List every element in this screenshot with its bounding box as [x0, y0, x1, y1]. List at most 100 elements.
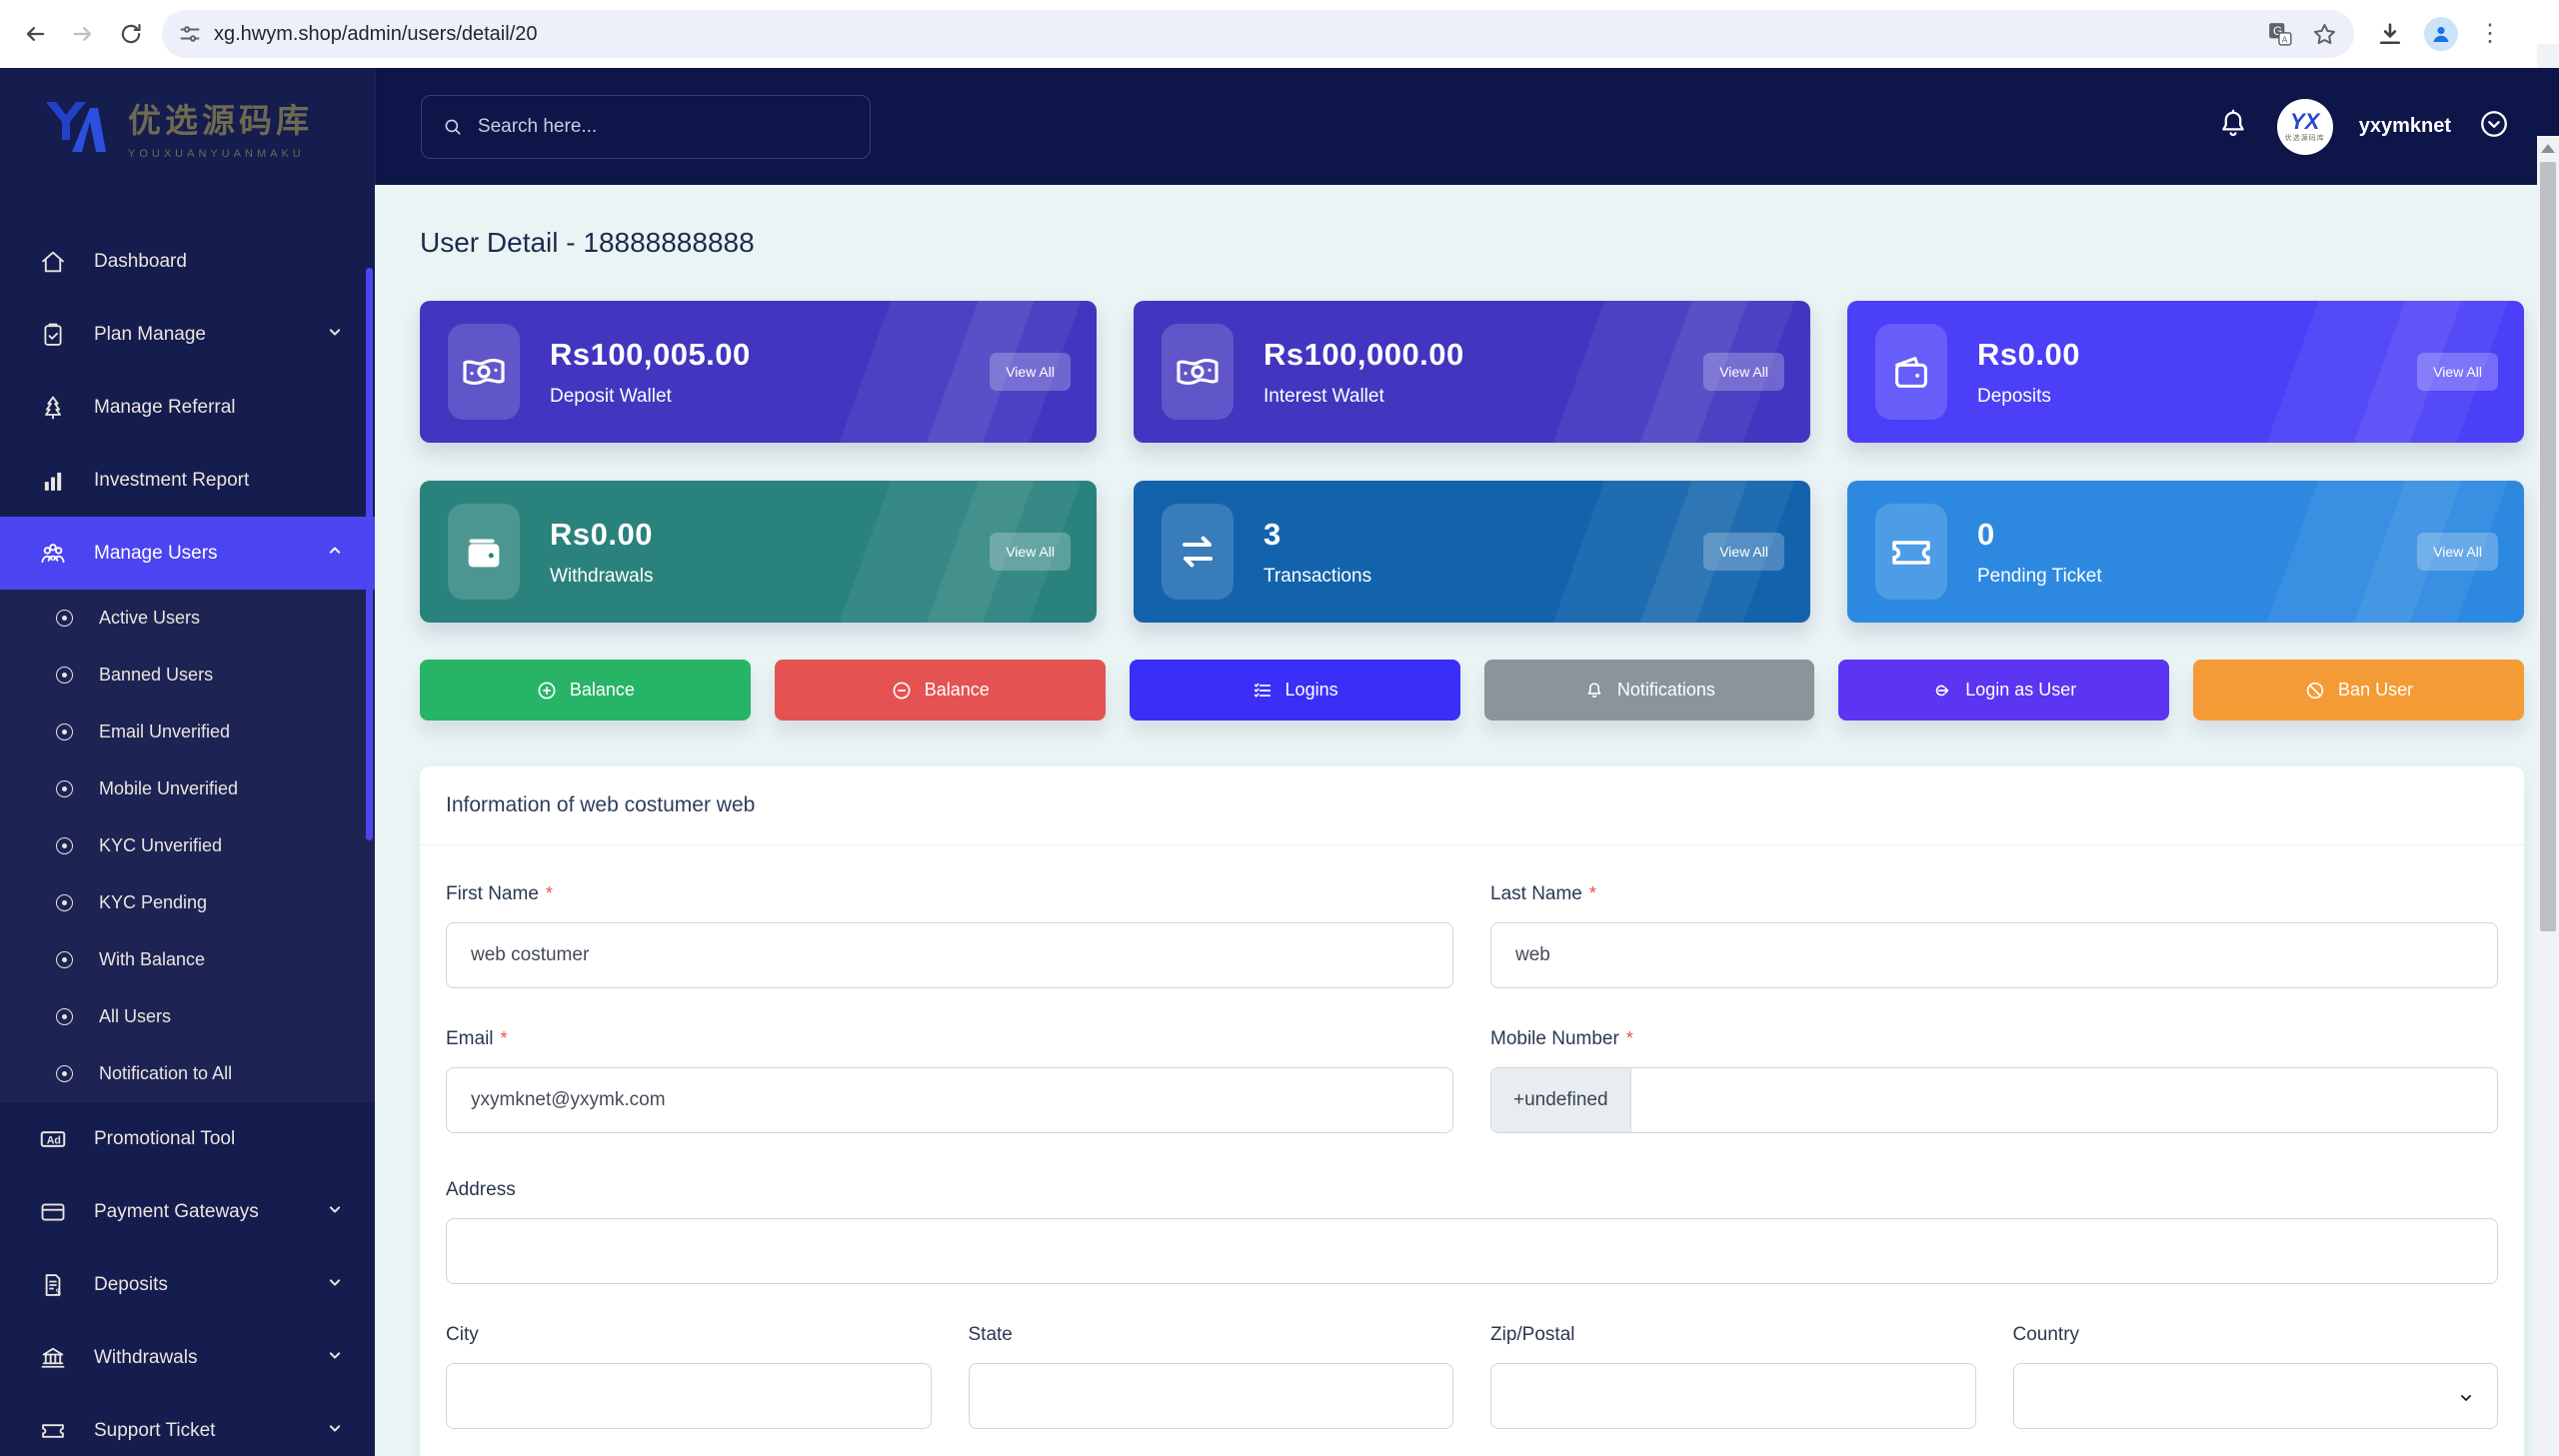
- wallet-filled-icon: [468, 539, 500, 568]
- svg-text:$: $: [56, 1286, 62, 1296]
- translate-icon[interactable]: GA: [2267, 21, 2293, 47]
- country-field-group: Country: [2012, 1324, 2498, 1429]
- sidebar-item-kyc-pending[interactable]: KYC Pending: [0, 874, 375, 931]
- sidebar-item-notification-to-all[interactable]: Notification to All: [0, 1045, 375, 1102]
- scrollbar-corner: [2537, 44, 2559, 68]
- sidebar-item-payment-gateways[interactable]: Payment Gateways: [0, 1175, 375, 1248]
- email-input[interactable]: [446, 1067, 1453, 1133]
- person-icon: [2433, 26, 2449, 42]
- sidebar-item-manage-users[interactable]: Manage Users: [0, 517, 375, 590]
- search-box[interactable]: [421, 94, 871, 159]
- required-asterisk: *: [500, 1028, 508, 1048]
- sidebar-item-label: Manage Users: [94, 542, 218, 564]
- address-label: Address: [446, 1179, 516, 1200]
- view-all-button[interactable]: View All: [1703, 533, 1784, 571]
- sidebar-item-active-users[interactable]: Active Users: [0, 590, 375, 647]
- sidebar-item-all-users[interactable]: All Users: [0, 988, 375, 1045]
- scrollbar-thumb[interactable]: [2540, 162, 2556, 931]
- sidebar-item-label: Promotional Tool: [94, 1127, 236, 1149]
- credit-card-icon: [38, 1197, 68, 1227]
- referral-tree-icon: [38, 393, 68, 423]
- logins-button[interactable]: Logins: [1129, 660, 1460, 721]
- sidebar-scrollbar-thumb[interactable]: [366, 268, 373, 840]
- bookmark-star-icon[interactable]: [2311, 21, 2338, 48]
- manage-users-submenu: Active Users Banned Users Email Unverifi…: [0, 590, 375, 1102]
- scrollbar-up-arrow[interactable]: [2537, 136, 2559, 160]
- card-icon-tile: [1162, 504, 1234, 600]
- ad-icon: Ad: [38, 1124, 68, 1154]
- forward-icon[interactable]: [66, 17, 100, 51]
- card-label: Transactions: [1264, 565, 1372, 587]
- browser-profile-avatar[interactable]: [2424, 17, 2458, 51]
- add-balance-button[interactable]: Balance: [420, 660, 751, 721]
- email-label: Email: [446, 1028, 494, 1049]
- dot-circle-icon: [56, 1065, 73, 1082]
- profile-chevron-icon[interactable]: [2477, 107, 2511, 146]
- sidebar-item-label: Manage Referral: [94, 396, 236, 418]
- transfer-arrows-icon: [1183, 536, 1213, 568]
- mobile-number-input[interactable]: [1630, 1068, 2497, 1132]
- zip-postal-input[interactable]: [1490, 1363, 1976, 1429]
- sidebar-item-banned-users[interactable]: Banned Users: [0, 647, 375, 704]
- stat-card-interest-wallet: Rs100,000.00 Interest Wallet View All: [1134, 301, 1810, 443]
- search-input[interactable]: [477, 115, 850, 138]
- dot-circle-icon: [56, 724, 73, 740]
- subtract-balance-button[interactable]: Balance: [774, 660, 1106, 721]
- state-field-group: State: [968, 1324, 1453, 1429]
- sidebar-item-dashboard[interactable]: Dashboard: [0, 225, 375, 298]
- stat-cards: Rs100,005.00 Deposit Wallet View All Rs1…: [420, 301, 2524, 623]
- sidebar-item-kyc-unverified[interactable]: KYC Unverified: [0, 817, 375, 874]
- address-input[interactable]: [446, 1218, 2498, 1284]
- city-label: City: [446, 1324, 479, 1345]
- back-icon[interactable]: [18, 17, 52, 51]
- city-input[interactable]: [446, 1363, 932, 1429]
- notifications-bell-icon[interactable]: [2215, 106, 2251, 147]
- sidebar-item-support-ticket[interactable]: Support Ticket: [0, 1394, 375, 1456]
- reload-icon[interactable]: [114, 17, 148, 51]
- sidebar-item-label: Email Unverified: [99, 722, 231, 741]
- page-scrollbar[interactable]: [2537, 136, 2559, 1456]
- view-all-button[interactable]: View All: [990, 353, 1071, 391]
- sidebar-item-investment-report[interactable]: Investment Report: [0, 444, 375, 517]
- sidebar-item-manage-referral[interactable]: Manage Referral: [0, 371, 375, 444]
- view-all-button[interactable]: View All: [2417, 533, 2498, 571]
- sidebar-item-email-unverified[interactable]: Email Unverified: [0, 704, 375, 760]
- clipboard-icon: [38, 320, 68, 350]
- panel-title: Information of web costumer web: [420, 766, 2524, 845]
- last-name-label: Last Name: [1490, 883, 1582, 904]
- notifications-button[interactable]: Notifications: [1483, 660, 1815, 721]
- sidebar-item-withdrawals[interactable]: Withdrawals: [0, 1321, 375, 1394]
- button-label: Balance: [924, 680, 990, 700]
- avatar-logo-text: 优选源码库: [2284, 135, 2325, 142]
- login-as-user-button[interactable]: Login as User: [1838, 660, 2170, 721]
- login-icon: [1935, 685, 1949, 696]
- card-label: Deposits: [1977, 385, 2051, 407]
- sidebar-item-plan-manage[interactable]: Plan Manage: [0, 298, 375, 371]
- ban-user-button[interactable]: Ban User: [2193, 660, 2524, 721]
- view-all-button[interactable]: View All: [1703, 353, 1784, 391]
- sidebar-item-label: Investment Report: [94, 469, 250, 491]
- url-text[interactable]: xg.hwym.shop/admin/users/detail/20: [214, 22, 538, 45]
- required-asterisk: *: [545, 883, 553, 903]
- sidebar-item-deposits[interactable]: $ Deposits: [0, 1248, 375, 1321]
- site-settings-icon[interactable]: [178, 22, 202, 46]
- download-icon[interactable]: [2376, 20, 2404, 48]
- sidebar-item-with-balance[interactable]: With Balance: [0, 931, 375, 988]
- browser-menu-icon[interactable]: ⋮: [2478, 20, 2502, 47]
- stat-card-deposit-wallet: Rs100,005.00 Deposit Wallet View All: [420, 301, 1097, 443]
- last-name-input[interactable]: [1490, 922, 2498, 988]
- banknote-icon: [463, 359, 505, 385]
- username-label[interactable]: yxymknet: [2358, 115, 2451, 137]
- country-select[interactable]: [2012, 1363, 2498, 1429]
- view-all-button[interactable]: View All: [990, 533, 1071, 571]
- card-icon-tile: [1162, 324, 1234, 420]
- first-name-input[interactable]: [446, 922, 1453, 988]
- sidebar-item-promotional-tool[interactable]: Ad Promotional Tool: [0, 1102, 375, 1175]
- sidebar-item-mobile-unverified[interactable]: Mobile Unverified: [0, 760, 375, 817]
- user-avatar[interactable]: YX 优选源码库: [2276, 98, 2333, 155]
- state-input[interactable]: [968, 1363, 1453, 1429]
- dot-circle-icon: [56, 837, 73, 854]
- view-all-button[interactable]: View All: [2417, 353, 2498, 391]
